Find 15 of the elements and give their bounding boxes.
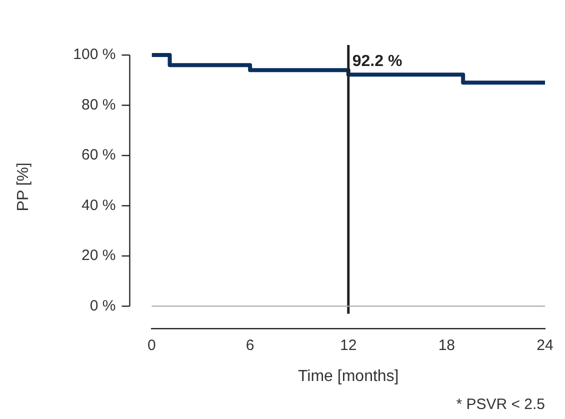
y-tick-label: 0 % — [90, 297, 116, 314]
x-tick-label: 6 — [246, 336, 254, 354]
x-tick-label: 0 — [148, 336, 156, 354]
y-tick-label: 60 % — [82, 146, 116, 164]
y-tick-label: 80 % — [82, 96, 116, 114]
y-tick-label: 100 % — [73, 46, 116, 64]
text: * PSVR < 2.5 — [456, 396, 545, 413]
y-axis-title: PP [%] — [15, 162, 32, 212]
annotation: 92.2 % — [352, 53, 402, 70]
x-axis-title: Time [months] — [298, 368, 399, 385]
x-tick-label: 12 — [340, 336, 357, 354]
y-tick-label: 20 % — [82, 247, 116, 264]
y-tick-label: 40 % — [82, 196, 116, 214]
x-tick-label: 18 — [438, 336, 456, 354]
x-tick-label: 24 — [536, 336, 554, 354]
